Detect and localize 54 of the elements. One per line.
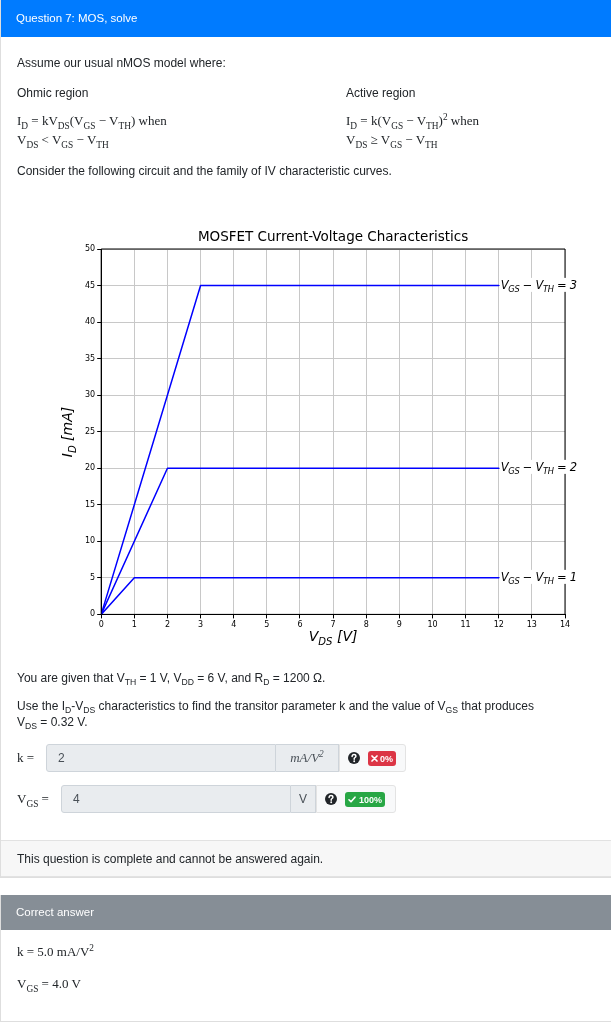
series-label: V$_{GS}$ − V$_{TH}$ = 3 bbox=[499, 277, 578, 294]
text: V$_{GS}$ = bbox=[17, 791, 49, 809]
y-tick-label: 35 bbox=[84, 353, 96, 363]
y-tick-label: 15 bbox=[84, 499, 96, 509]
score-badge: 0% bbox=[368, 751, 396, 766]
text: I$_{D}$ = k(V$_{GS}$ − V$_{TH}$)$^{2}$ when bbox=[346, 111, 480, 131]
x-tick-label: 14 bbox=[559, 620, 571, 630]
text-field: 4 bbox=[61, 785, 291, 813]
y-tick-label: 45 bbox=[84, 280, 96, 290]
text: k = 5.0 mA/V$^{2}$ bbox=[17, 942, 95, 960]
x-tick-label: 0 bbox=[98, 620, 104, 630]
text-field: 2 bbox=[46, 744, 276, 772]
text: Consider the following circuit and the family of IV characteristic curves. bbox=[17, 163, 392, 179]
y-tick-label: 5 bbox=[90, 572, 96, 582]
x-tick-label: 5 bbox=[264, 620, 270, 630]
text: Use the I$_{D}$-V$_{DS}$ characteristics to find the transitor parameter k and the value of V$_{GS}$ that produces V$_{DS}$ = 0.32 V. bbox=[17, 699, 534, 732]
x-axis-title: V$_{DS}$ [V] bbox=[308, 628, 358, 648]
text: Ohmic region bbox=[17, 85, 89, 101]
text: V$_{DS}$ ≥ V$_{GS}$ − V$_{TH}$ bbox=[346, 132, 438, 150]
x-tick-label: 9 bbox=[396, 620, 402, 630]
y-tick-label: 50 bbox=[84, 244, 96, 254]
series-label: V$_{GS}$ − V$_{TH}$ = 1 bbox=[499, 569, 578, 587]
x-tick-label: 10 bbox=[427, 620, 438, 630]
text: You are given that V$_{TH}$ = 1 V, V$_{DD}$ = 6 V, and R$_{D}$ = 1200 Ω. bbox=[17, 670, 326, 688]
x-tick-label: 4 bbox=[231, 620, 237, 630]
x-tick-label: 3 bbox=[198, 620, 204, 630]
header-bar: Correct answer bbox=[1, 895, 611, 930]
text: k = bbox=[17, 750, 35, 766]
score-badge: 100% bbox=[345, 792, 386, 807]
y-tick-label: 20 bbox=[84, 463, 96, 473]
text: V bbox=[298, 792, 307, 806]
x-tick-label: 11 bbox=[460, 620, 471, 630]
chart-title: MOSFET Current-Voltage Characteristics bbox=[197, 228, 469, 244]
header-bar: Question 7: MOS, solve bbox=[1, 0, 611, 37]
x-tick-label: 8 bbox=[363, 620, 369, 630]
x-tick-label: 13 bbox=[526, 620, 537, 630]
y-tick-label: 10 bbox=[84, 536, 96, 546]
y-tick-label: 40 bbox=[84, 317, 96, 327]
x-tick-label: 6 bbox=[297, 620, 303, 630]
text: V$_{GS}$ = 4.0 V bbox=[17, 976, 81, 994]
x-tick-label: 7 bbox=[330, 620, 336, 630]
text: Assume our usual nMOS model where: bbox=[17, 55, 226, 71]
y-tick-label: 25 bbox=[84, 426, 96, 436]
y-tick-label: 30 bbox=[84, 390, 96, 400]
text: I$_{D}$ = kV$_{DS}$(V$_{GS}$ − V$_{TH}$) when bbox=[17, 113, 167, 131]
x-tick-label: 12 bbox=[493, 620, 504, 630]
footer-bar: This question is complete and cannot be answered again. bbox=[1, 840, 611, 877]
text: mA/V$^{2}$ bbox=[290, 748, 324, 766]
x-tick-label: 1 bbox=[131, 620, 137, 630]
series-label: V$_{GS}$ − V$_{TH}$ = 2 bbox=[499, 460, 578, 477]
text: Active region bbox=[346, 85, 416, 101]
x-tick-label: 2 bbox=[164, 620, 170, 630]
y-tick-label: 0 bbox=[90, 609, 96, 619]
text: V$_{DS}$ < V$_{GS}$ − V$_{TH}$ bbox=[17, 132, 109, 150]
